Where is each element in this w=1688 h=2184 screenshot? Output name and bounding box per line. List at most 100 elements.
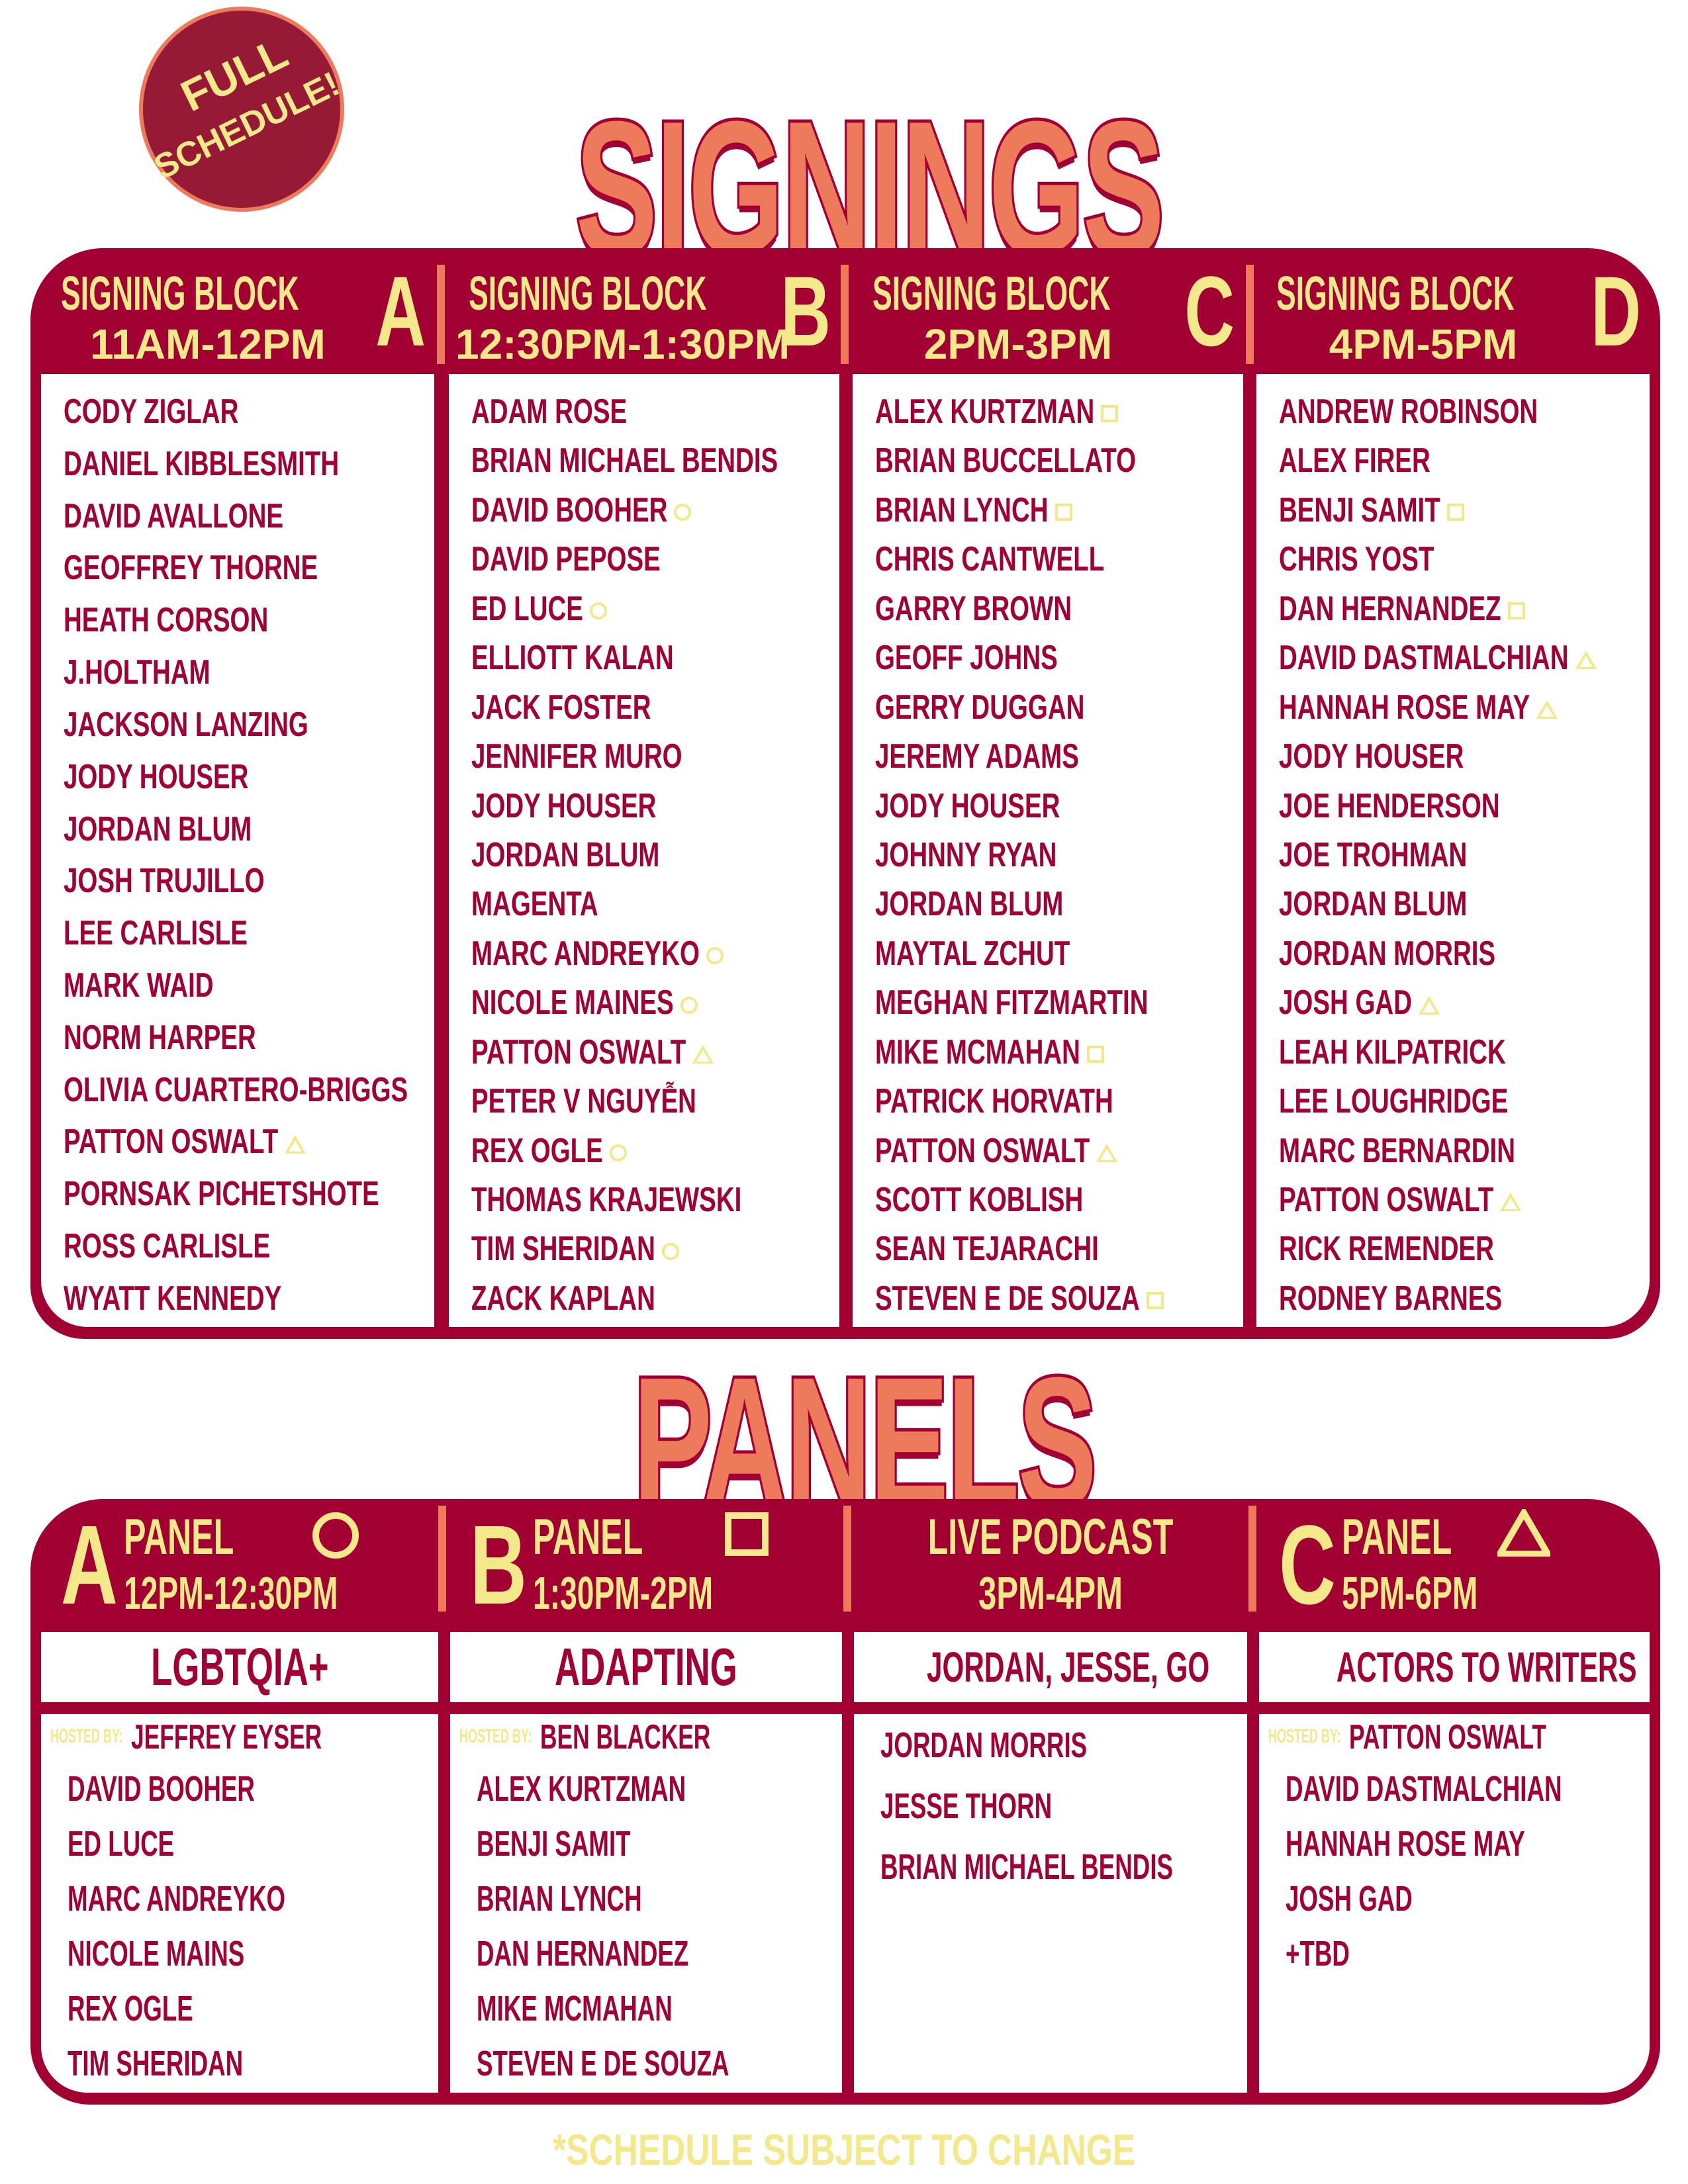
signer-name-text: JORDAN BLUM: [471, 835, 660, 874]
panelist-name-text: HANNAH ROSE MAY: [1286, 1824, 1525, 1864]
signer-name-text: ADAM ROSE: [471, 392, 628, 431]
panelist-name-text: JESSE THORN: [880, 1786, 1053, 1826]
signer-name: MEGHAN FITZMARTIN: [875, 983, 1233, 1023]
signer-name-text: ROSS CARLISLE: [64, 1227, 271, 1265]
signer-name-text: PORNSAK PICHETSHOTE: [64, 1175, 379, 1214]
panelist-name: ED LUCE: [68, 1824, 224, 1864]
signer-name: ELLIOTT KALAN: [471, 638, 829, 678]
panel-host-name: BEN BLACKER: [539, 1718, 711, 1756]
square-marker-icon: [1507, 602, 1525, 620]
signer-name: CODY ZIGLAR: [64, 392, 424, 432]
signer-name: OLIVIA CUARTERO-BRIGGS: [64, 1070, 424, 1110]
panelist-name: REX OGLE: [68, 1989, 252, 2028]
signer-name-text: MARC ANDREYKO: [471, 934, 700, 973]
block-label: SIGNING BLOCK: [469, 267, 707, 320]
panelist-name: JESSE THORN: [880, 1786, 1133, 1826]
signer-name-text: LEE CARLISLE: [64, 914, 248, 953]
signer-name: JODY HOUSER: [1279, 737, 1639, 776]
signer-name: TIM SHERIDAN: [471, 1229, 829, 1269]
signer-name: HANNAH ROSE MAY: [1279, 688, 1639, 727]
panelist-name-text: BRIAN LYNCH: [477, 1879, 642, 1919]
circle-marker-icon: [589, 602, 607, 620]
signer-name: BENJI SAMIT: [1279, 490, 1639, 530]
signer-name-text: PATTON OSWALT: [1279, 1181, 1494, 1219]
panelist-name: HANNAH ROSE MAY: [1286, 1824, 1638, 1864]
full-schedule-badge: FULL SCHEDULE!: [120, 0, 363, 231]
triangle-marker-icon: [1418, 995, 1440, 1015]
panelist-name: BRIAN LYNCH: [477, 1879, 720, 1919]
signer-name-text: PATTON OSWALT: [471, 1032, 686, 1071]
signer-name: NORM HARPER: [64, 1018, 424, 1058]
panelist-name-text: MIKE MCMAHAN: [477, 1989, 673, 2028]
square-marker-icon: [1086, 1045, 1104, 1063]
panel-label: PANEL: [124, 1509, 234, 1565]
signer-name-text: ANDREW ROBINSON: [1279, 392, 1538, 431]
signer-name: RODNEY BARNES: [1279, 1279, 1639, 1318]
panelist-name: ALEX KURTZMAN: [477, 1769, 784, 1809]
panel-time: 12PM-12:30PM: [124, 1567, 338, 1619]
block-time: 4PM-5PM: [1329, 320, 1518, 368]
signer-name-text: J.HOLTHAM: [64, 653, 211, 692]
block-letter: D: [1591, 255, 1642, 367]
signer-name: PATTON OSWALT: [64, 1122, 424, 1161]
signer-name-text: JODY HOUSER: [1279, 737, 1464, 776]
panelist-name-text: STEVEN E DE SOUZA: [477, 2044, 729, 2083]
signer-name: CHRIS CANTWELL: [875, 539, 1233, 579]
signer-name-text: BRIAN BUCCELLATO: [875, 441, 1137, 480]
signer-name: PETER V NGUYỄN: [471, 1081, 829, 1121]
signer-name: JOSH GAD: [1279, 983, 1639, 1023]
signer-name: WYATT KENNEDY: [64, 1279, 424, 1318]
column-divider: [1246, 265, 1254, 364]
signer-name: JENNIFER MURO: [471, 737, 829, 776]
panelist-name-text: +TBD: [1286, 1934, 1350, 1974]
panel-topic: ADAPTING: [450, 1632, 842, 1702]
signer-name-text: PATTON OSWALT: [875, 1131, 1090, 1170]
signer-name: GEOFF JOHNS: [875, 638, 1233, 678]
signer-name-text: MARK WAID: [64, 966, 214, 1005]
panelist-name-text: JOSH GAD: [1286, 1879, 1413, 1919]
panelist-name-text: MARC ANDREYKO: [68, 1879, 286, 1919]
panel-letter: C: [1279, 1502, 1336, 1628]
podcast-label: LIVE PODCAST: [927, 1509, 1174, 1565]
panel-time: 5PM-6PM: [1342, 1567, 1478, 1619]
hosted-by-label: HOSTED BY:: [1268, 1725, 1341, 1747]
signer-name: JOE HENDERSON: [1279, 786, 1639, 826]
panel-topic-text: ADAPTING: [555, 1637, 737, 1696]
signer-name: BRIAN LYNCH: [875, 490, 1233, 530]
signer-name: JORDAN BLUM: [875, 884, 1233, 924]
signer-name: MARC ANDREYKO: [471, 934, 829, 974]
signer-name: JODY HOUSER: [471, 786, 829, 826]
signer-name: JOE TROHMAN: [1279, 835, 1639, 875]
block-label: SIGNING BLOCK: [1276, 267, 1515, 320]
signer-name-text: JACK FOSTER: [471, 688, 651, 727]
signer-name: BRIAN MICHAEL BENDIS: [471, 441, 829, 480]
signer-name: JACKSON LANZING: [64, 705, 424, 745]
signer-name-text: CHRIS YOST: [1279, 540, 1434, 579]
signer-name-text: LEE LOUGHRIDGE: [1279, 1082, 1509, 1121]
signing-names-list: CODY ZIGLAR DANIEL KIBBLESMITH DAVID AVALL…: [64, 392, 424, 1318]
signer-name-text: PATTON OSWALT: [64, 1122, 279, 1161]
signer-name-text: DAVID DASTMALCHIAN: [1279, 639, 1569, 678]
panelist-name-text: NICOLE MAINS: [68, 1934, 245, 1974]
signer-name-text: HEATH CORSON: [64, 601, 269, 640]
panelist-name-text: JORDAN MORRIS: [880, 1725, 1088, 1765]
signer-name: DAVID PEPOSE: [471, 539, 829, 579]
block-letter: C: [1184, 255, 1235, 367]
signer-name: JORDAN BLUM: [471, 835, 829, 875]
podcast-time: 3PM-4PM: [978, 1567, 1123, 1619]
signer-name-text: PETER V NGUYỄN: [471, 1082, 696, 1121]
signer-name-text: GARRY BROWN: [875, 589, 1072, 628]
signer-name: JORDAN MORRIS: [1279, 934, 1639, 974]
signer-name: JODY HOUSER: [64, 757, 424, 797]
signer-name: GERRY DUGGAN: [875, 688, 1233, 727]
column-divider: [1248, 1506, 1256, 1612]
signer-name-text: MAYTAL ZCHUT: [875, 934, 1070, 973]
panelist-name-text: DAVID BOOHER: [68, 1769, 255, 1809]
panelist-name: JOSH GAD: [1286, 1879, 1472, 1919]
signer-name: JOHNNY RYAN: [875, 835, 1233, 875]
signer-name: RICK REMENDER: [1279, 1229, 1639, 1269]
panelist-name: MIKE MCMAHAN: [477, 1989, 765, 2028]
signer-name-text: NORM HARPER: [64, 1018, 256, 1057]
signer-name-text: CODY ZIGLAR: [64, 392, 239, 431]
signer-name-text: RICK REMENDER: [1279, 1230, 1494, 1269]
